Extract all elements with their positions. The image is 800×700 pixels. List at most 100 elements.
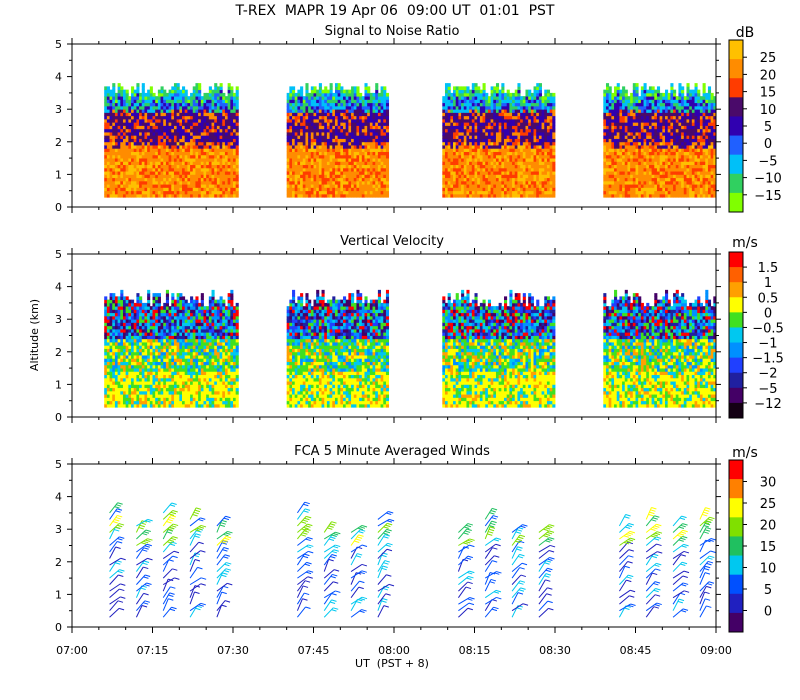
snr-cell [383,187,387,192]
snr-cell [165,135,169,139]
snr-cell [517,184,521,188]
snr-cell [605,158,610,162]
snr-cell [343,96,347,100]
snr-cell [608,112,612,117]
snr-cell [544,141,548,146]
snr-cell [442,158,446,162]
snr-cell [222,190,226,195]
snr-cell [149,102,153,107]
snr-cell [375,177,379,182]
snr-cell [316,122,320,126]
snr-cell [208,118,212,123]
snr-cell [171,193,175,198]
snr-cell [160,177,164,182]
snr-cell [506,158,510,162]
snr-cell [316,184,320,188]
snr-cell [359,122,363,126]
snr-cell [203,174,207,179]
snr-cell [528,115,532,120]
snr-cell [136,184,140,188]
snr-cell [608,99,612,104]
snr-cell [208,180,212,185]
snr-cell [305,102,309,107]
snr-cell [495,128,500,133]
snr-cell [512,161,516,166]
snr-cell [133,125,137,130]
snr-cell [640,167,644,172]
snr-cell [300,158,304,162]
snr-cell [477,190,481,195]
snr-cell [211,190,215,195]
snr-cell [611,115,615,120]
snr-cell [630,167,634,172]
snr-cell [190,96,194,100]
snr-cell [332,96,336,100]
snr-cell [222,164,226,169]
snr-cell [648,141,652,146]
snr-cell [377,102,381,107]
snr-cell [233,125,237,130]
snr-cell [603,99,607,104]
snr-cell [211,177,215,182]
snr-cell [498,135,502,139]
snr-cell [206,190,210,195]
snr-cell [549,177,553,182]
snr-cell [528,174,532,179]
snr-cell [485,105,489,110]
snr-cell [385,151,390,156]
snr-cell [168,99,172,104]
snr-cell [139,154,143,159]
snr-cell [605,109,610,113]
snr-cell [173,83,178,87]
snr-cell [211,187,215,192]
snr-cell [198,190,202,195]
snr-cell [163,118,167,123]
snr-cell [522,158,526,162]
snr-cell [340,86,344,91]
snr-cell [233,132,237,136]
snr-cell [222,128,226,133]
snr-cell [343,128,347,133]
snr-cell [533,171,537,175]
snr-cell [184,89,188,94]
snr-cell [638,145,642,149]
snr-cell [192,128,196,133]
snr-cell [109,180,113,185]
snr-cell [364,171,368,175]
snr-cell [624,158,628,162]
snr-cell [375,132,379,136]
snr-cell [160,148,164,152]
snr-cell [359,105,363,110]
snr-cell [206,180,210,185]
snr-cell [517,128,521,133]
snr-cell [552,161,556,166]
snr-cell [517,118,521,123]
snr-cell [139,151,143,156]
snr-cell [485,109,489,113]
snr-cell [501,102,505,107]
snr-cell [195,190,199,195]
snr-cell [125,132,129,136]
snr-cell [294,161,298,166]
snr-cell [369,118,373,123]
snr-cell [147,164,151,169]
snr-cell [326,167,330,172]
snr-cell [149,148,153,152]
snr-cell [200,141,204,146]
snr-cell [624,132,628,136]
snr-cell [117,109,121,113]
snr-cell [216,177,220,182]
snr-cell [106,148,110,152]
snr-cell [125,102,129,107]
snr-cell [520,118,524,123]
snr-cell [367,184,371,188]
snr-cell [337,141,341,146]
snr-cell [216,145,220,149]
snr-cell [292,92,296,97]
snr-cell [520,187,524,192]
snr-cell [302,96,306,100]
snr-cell [324,164,328,169]
snr-cell [654,135,658,139]
snr-cell [136,118,140,123]
snr-cell [522,177,526,182]
